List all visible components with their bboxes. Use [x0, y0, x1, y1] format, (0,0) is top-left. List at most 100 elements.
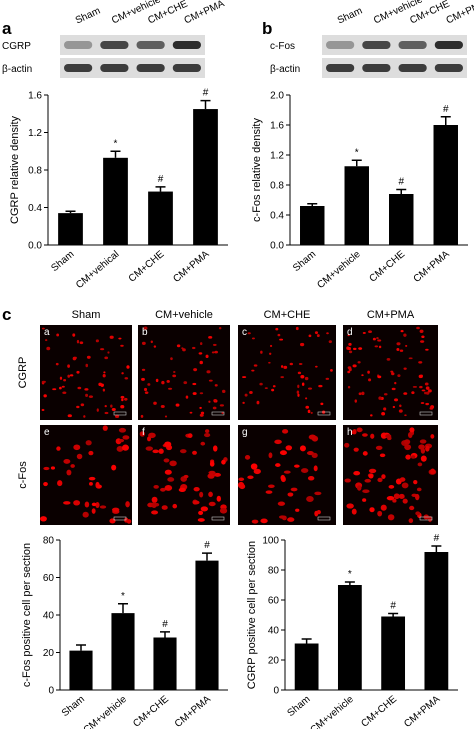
cell — [95, 339, 99, 343]
cell — [362, 451, 368, 456]
micrograph-bg — [238, 425, 336, 525]
cell — [357, 485, 362, 491]
cell — [170, 357, 173, 361]
image-letter: h — [347, 427, 353, 438]
y-tick-label: 0.0 — [270, 241, 284, 252]
x-tick-label: CM+vehicle — [82, 694, 130, 729]
cell — [362, 498, 367, 502]
x-tick-label: CM+PMA — [412, 249, 452, 285]
cell — [259, 382, 263, 386]
cell — [285, 445, 293, 451]
cell — [208, 379, 213, 382]
cell — [375, 445, 383, 450]
y-axis-label: CGRP positive cell per section — [246, 541, 258, 689]
cell — [420, 455, 427, 462]
cell — [62, 391, 67, 395]
bar — [69, 650, 93, 690]
cell — [348, 367, 352, 372]
panel-label: a — [2, 19, 12, 38]
cell — [399, 404, 402, 408]
y-tick-label: 0.8 — [28, 166, 42, 177]
column-label: CM+vehicle — [155, 309, 213, 321]
micrograph: h — [343, 425, 438, 525]
cell — [205, 354, 209, 359]
cell — [85, 393, 89, 397]
significance-mark: # — [434, 533, 440, 544]
cell — [85, 440, 92, 446]
bar — [294, 643, 319, 690]
cell — [417, 462, 423, 467]
cell — [418, 374, 423, 379]
cell — [193, 487, 200, 492]
blot-label: c-Fos — [270, 41, 295, 52]
image-letter: b — [142, 327, 148, 338]
cell — [222, 389, 226, 393]
cell — [377, 477, 383, 483]
cell — [102, 425, 108, 431]
cell — [391, 372, 395, 376]
blot-label: β-actin — [2, 64, 32, 75]
cell — [358, 347, 363, 350]
cell — [152, 449, 159, 454]
cell — [247, 332, 251, 335]
y-tick-label: 1.2 — [270, 151, 284, 162]
significance-mark: * — [348, 569, 352, 580]
cell — [358, 392, 362, 396]
cell — [103, 371, 106, 374]
micrograph: e — [40, 425, 132, 525]
x-tick-label: CM+vehical — [74, 249, 121, 291]
cell — [204, 433, 211, 438]
cell — [402, 498, 408, 504]
cell — [187, 433, 193, 438]
blot-strip — [60, 35, 205, 55]
cell — [381, 411, 386, 416]
y-tick-label: 60 — [43, 573, 55, 584]
column-label: Sham — [72, 309, 101, 321]
cell — [294, 464, 300, 468]
bar — [337, 585, 362, 690]
column-label: CM+PMA — [367, 309, 415, 321]
cell — [67, 414, 72, 418]
cell — [350, 430, 357, 435]
cell — [306, 496, 314, 502]
cell — [250, 463, 258, 470]
cell — [279, 450, 287, 456]
cell — [118, 427, 127, 433]
cell — [399, 349, 404, 352]
cell — [153, 345, 157, 348]
y-tick-label: 40 — [268, 626, 280, 637]
cell — [40, 516, 47, 522]
cell — [419, 439, 427, 444]
image-letter: c — [242, 327, 247, 338]
cell — [207, 473, 215, 479]
cell — [70, 464, 75, 468]
cell — [41, 408, 45, 412]
cell — [88, 395, 94, 398]
cell — [163, 458, 170, 463]
cell — [173, 371, 176, 373]
cell — [260, 518, 268, 524]
cell — [265, 490, 273, 494]
bar — [424, 552, 449, 690]
cell — [299, 342, 305, 347]
cell — [394, 381, 397, 385]
y-tick-label: 2.0 — [270, 91, 284, 102]
cell — [268, 452, 273, 459]
cell — [405, 454, 411, 460]
cell — [400, 330, 404, 333]
x-tick-label: CM+CHE — [131, 694, 171, 729]
cell — [414, 493, 420, 501]
cell — [289, 362, 294, 366]
cell — [168, 387, 173, 390]
cell — [409, 505, 415, 511]
cell — [308, 334, 312, 338]
image-letter: e — [44, 427, 50, 438]
cell — [300, 468, 309, 473]
cell — [55, 362, 59, 366]
x-tick-label: Sham — [285, 694, 312, 719]
cell — [419, 385, 423, 389]
cell — [121, 444, 129, 451]
cell — [378, 396, 382, 400]
cell — [347, 334, 350, 337]
cell — [318, 384, 323, 388]
